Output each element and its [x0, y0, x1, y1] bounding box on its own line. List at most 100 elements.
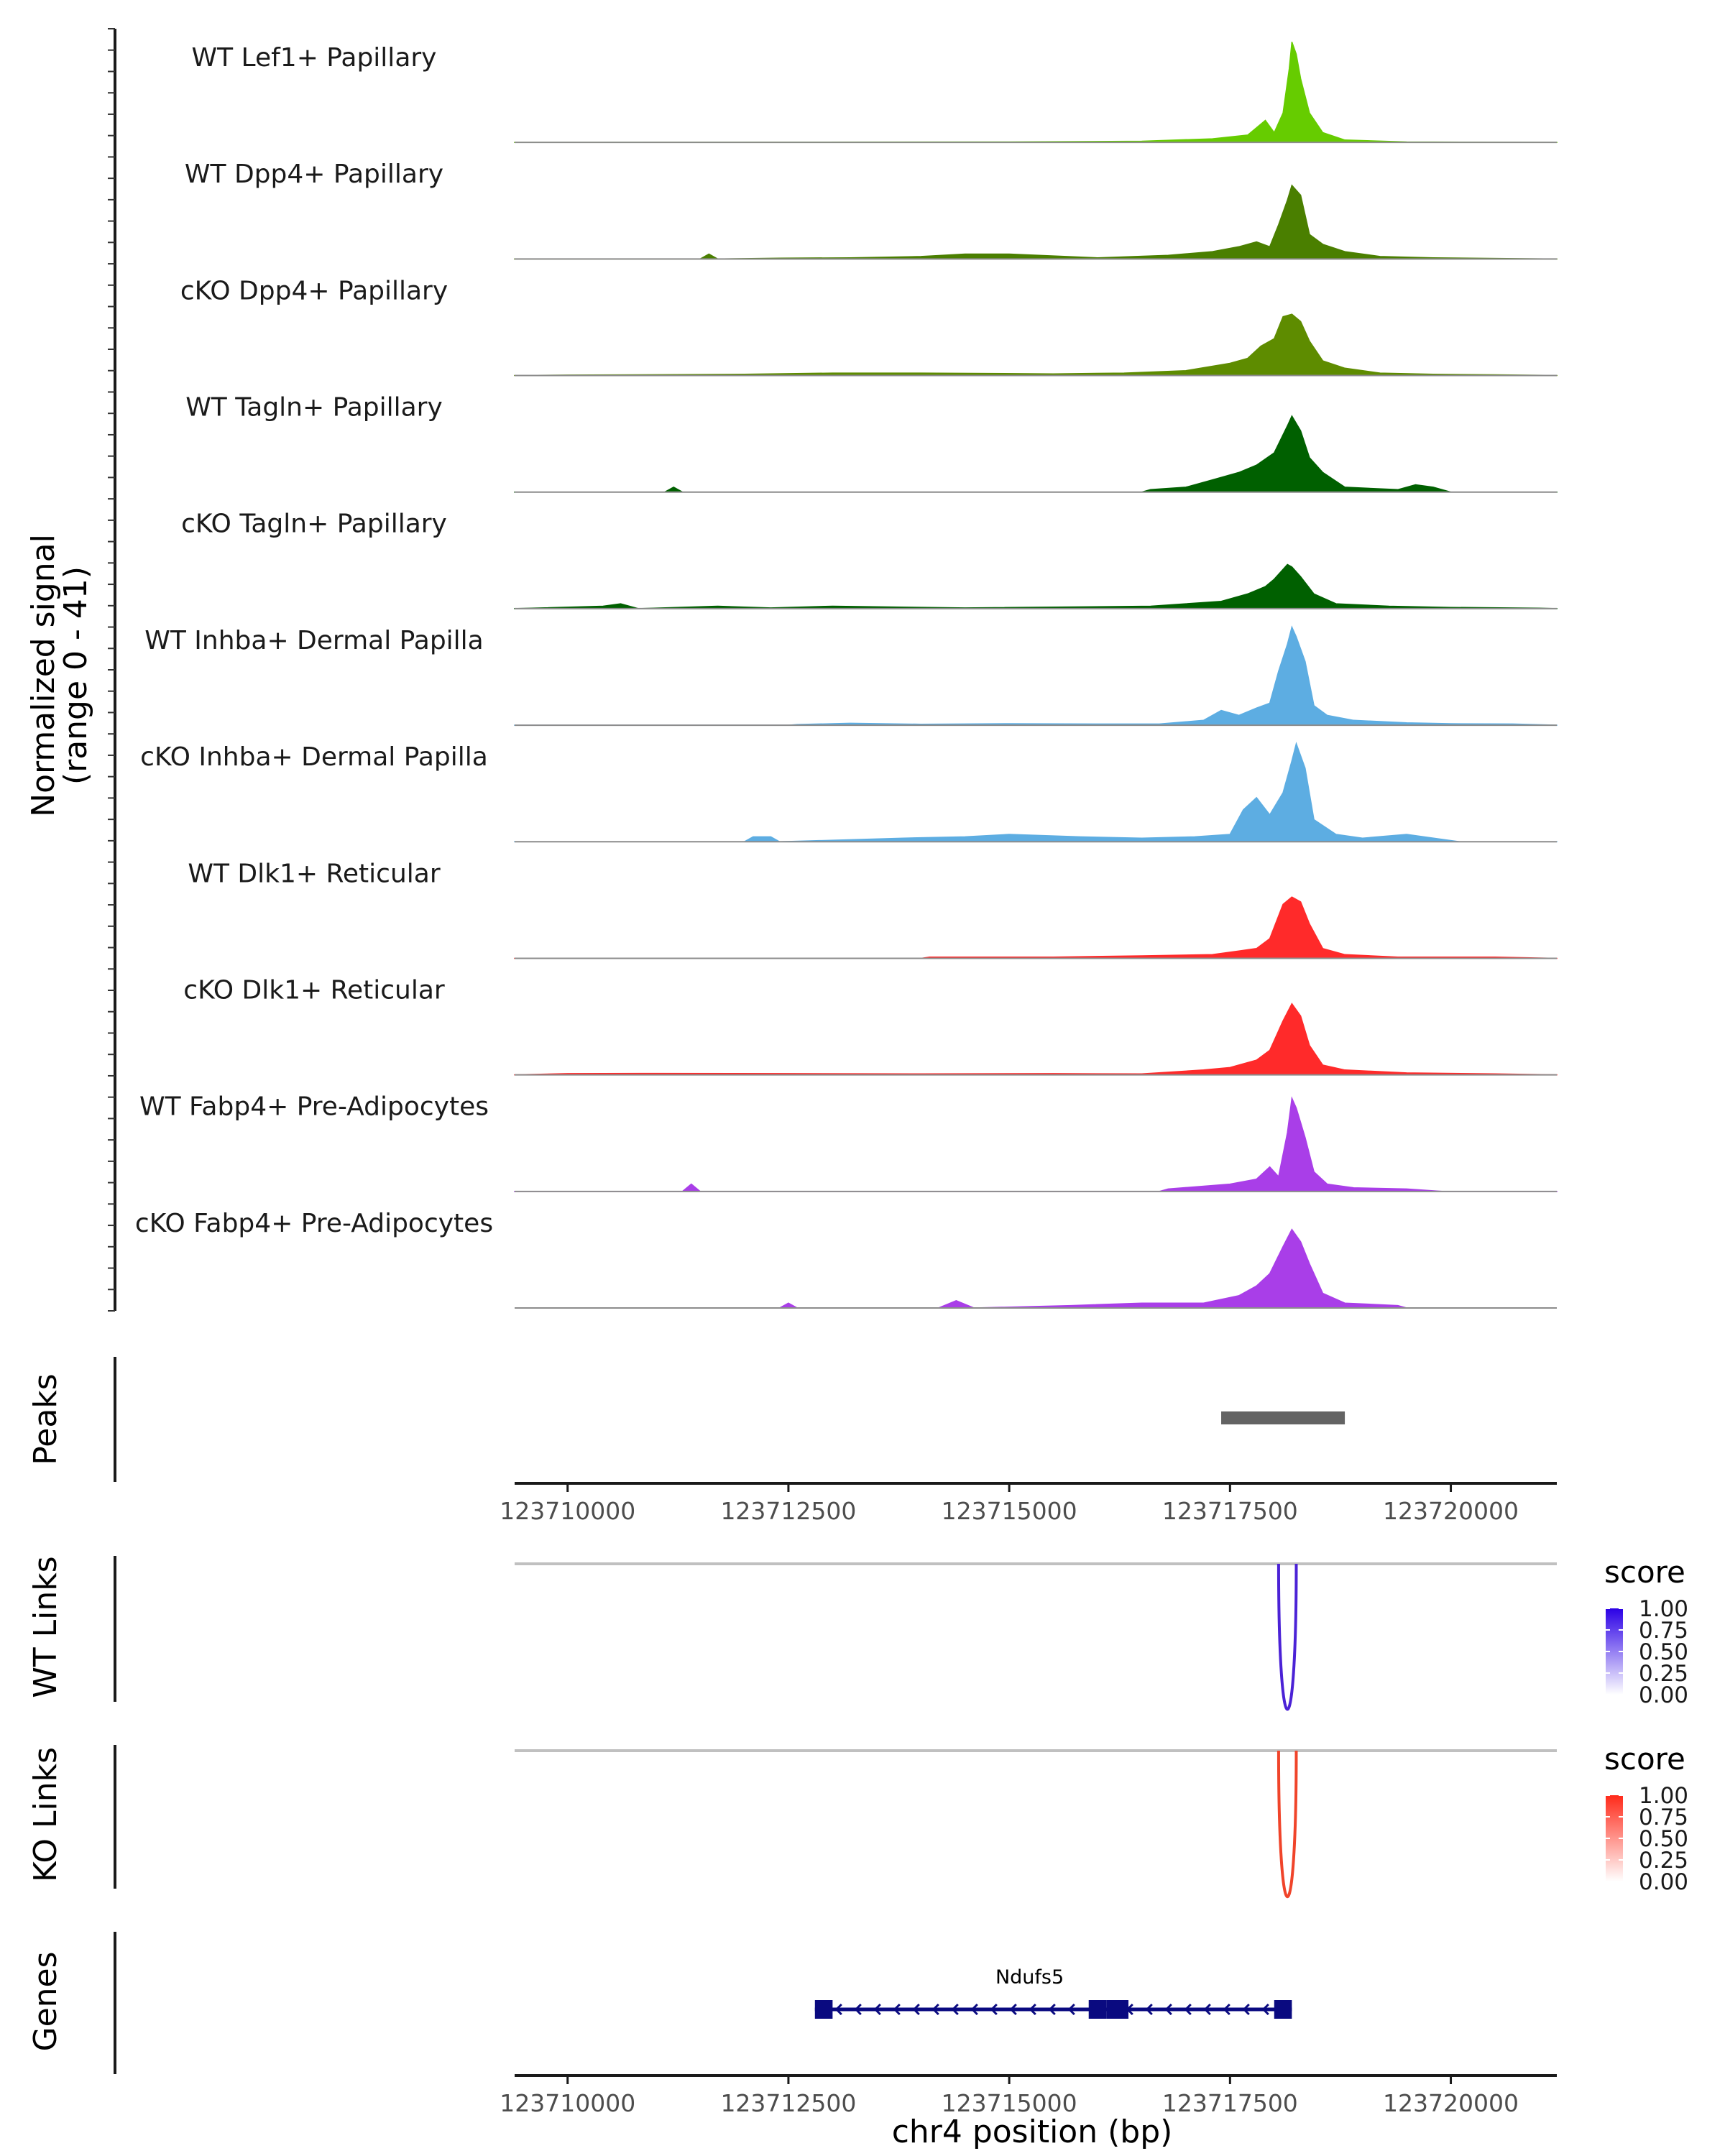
strand-chevron [912, 2003, 920, 2016]
strand-chevron [1029, 2003, 1036, 2016]
x-tick-label: 123720000 [1383, 1497, 1519, 1525]
x-tick-label: 123717500 [1162, 2089, 1298, 2117]
coverage-track: WT Inhba+ Dermal Papilla [144, 625, 1558, 727]
legend-tick-label: 0.75 [1639, 1618, 1688, 1644]
strand-chevron [873, 2003, 881, 2016]
coverage-area [514, 1003, 1558, 1076]
strand-chevron [1067, 2003, 1075, 2016]
strand-chevron [1184, 2003, 1192, 2016]
position-axis-top: 123710000 123712500 123715000 123717500 1237… [500, 1482, 1557, 1525]
legend-tick-label: 0.50 [1639, 1826, 1688, 1852]
coverage-track: cKO Dlk1+ Reticular [183, 975, 1558, 1076]
gene-exon [814, 2000, 833, 2019]
coverage-area [514, 742, 1558, 843]
strand-chevron [1048, 2003, 1056, 2016]
coverage-track: WT Dlk1+ Reticular [188, 859, 1558, 959]
peak-region [1221, 1411, 1346, 1424]
coverage-area [514, 563, 1558, 609]
x-tick-label: 123715000 [942, 2089, 1077, 2117]
legend-tick-label: 0.00 [1639, 1682, 1688, 1708]
coverage-track-label: cKO Dlk1+ Reticular [183, 975, 445, 1005]
strand-chevron [932, 2003, 939, 2016]
links-track: score 1.000.750.500.250.00 [114, 1554, 1688, 1711]
strand-chevron [990, 2003, 998, 2016]
coverage-track-label: WT Tagln+ Papillary [185, 393, 443, 423]
x-tick-label: 123712500 [720, 2089, 856, 2117]
legend-title: score [1604, 1554, 1685, 1590]
links-track: score 1.000.750.500.250.00 [114, 1741, 1688, 1899]
coverage-track: cKO Dpp4+ Papillary [180, 276, 1558, 377]
x-axis-title: chr4 position (bp) [892, 2114, 1173, 2150]
gene-model: Ndufs5 [814, 1966, 1292, 2019]
links-panel: score1.000.750.500.250.00score1.000.750.… [114, 1554, 1688, 1899]
coverage-track: cKO Fabp4+ Pre-Adipocytes [135, 1209, 1557, 1309]
strand-chevron [1009, 2003, 1017, 2016]
coverage-track-label: cKO Inhba+ Dermal Papilla [140, 742, 488, 772]
legend-tick-label: 0.25 [1639, 1661, 1688, 1687]
coverage-ylabel-line2: (range 0 - 41) [58, 566, 94, 785]
coverage-track-label: WT Inhba+ Dermal Papilla [144, 626, 483, 655]
coverage-track: WT Fabp4+ Pre-Adipocytes [139, 1092, 1558, 1192]
strand-chevron [1242, 2003, 1250, 2016]
strand-chevron [854, 2003, 862, 2016]
coverage-ylabel-line1: Normalized signal [25, 534, 62, 817]
coverage-area [514, 41, 1558, 143]
coverage-track: cKO Inhba+ Dermal Papilla [140, 742, 1558, 843]
x-tick-label: 123710000 [500, 1497, 635, 1525]
strand-chevron [834, 2003, 842, 2016]
legend-tick-label: 1.00 [1639, 1783, 1688, 1809]
x-tick-label: 123710000 [500, 2089, 635, 2117]
coverage-area [514, 896, 1558, 959]
x-tick-label: 123712500 [720, 1497, 856, 1525]
coverage-track-label: WT Dpp4+ Papillary [185, 160, 443, 189]
strand-chevron [970, 2003, 978, 2016]
legend-title: score [1604, 1741, 1685, 1777]
legend-tick-label: 0.00 [1639, 1869, 1688, 1895]
gene-exon [1106, 2000, 1129, 2019]
strand-chevron [951, 2003, 959, 2016]
strand-chevron [893, 2003, 901, 2016]
coverage-track-label: cKO Tagln+ Papillary [181, 510, 447, 539]
coverage-track-label: WT Fabp4+ Pre-Adipocytes [139, 1092, 489, 1122]
position-axis-bottom: 123710000 123712500 123715000 123717500 1237… [500, 2074, 1557, 2117]
coverage-track: WT Tagln+ Papillary [185, 393, 1558, 493]
coverage-area [514, 1096, 1558, 1192]
strand-chevron [1145, 2003, 1153, 2016]
x-tick-label: 123715000 [942, 1497, 1077, 1525]
coverage-track-label: WT Lef1+ Papillary [192, 43, 437, 73]
coverage-track-label: cKO Dpp4+ Papillary [180, 276, 448, 305]
coverage-track: cKO Tagln+ Papillary [181, 510, 1558, 609]
legend-tick-label: 0.50 [1639, 1639, 1688, 1665]
x-tick-label: 123717500 [1162, 1497, 1298, 1525]
coverage-area [515, 1228, 1557, 1309]
coverage-panel: WT Lef1+ Papillary WT Dpp4+ Papillary cKO … [108, 28, 1558, 1312]
strand-chevron [1261, 2003, 1269, 2016]
coverage-track: WT Lef1+ Papillary [192, 41, 1558, 144]
legend-tick-label: 0.25 [1639, 1848, 1688, 1874]
coverage-track-label: cKO Fabp4+ Pre-Adipocytes [135, 1209, 493, 1238]
legend-tick-label: 0.75 [1639, 1805, 1688, 1830]
strand-chevron [1164, 2003, 1172, 2016]
coverage-track: WT Dpp4+ Papillary [185, 160, 1558, 260]
links-score-legend: score 1.000.750.500.250.00 [1604, 1741, 1688, 1895]
peaks-panel [114, 1357, 1346, 1482]
strand-chevron [1203, 2003, 1211, 2016]
links-score-legend: score 1.000.750.500.250.00 [1604, 1554, 1688, 1708]
gene-exon [1088, 2000, 1107, 2019]
coverage-track-label: WT Dlk1+ Reticular [188, 859, 440, 888]
strand-chevron [1223, 2003, 1230, 2016]
peaks-track-label: Peaks [27, 1373, 64, 1465]
genes-track-label: Genes [27, 1951, 64, 2051]
coverage-area [514, 625, 1558, 726]
legend-tick-label: 1.00 [1639, 1596, 1688, 1622]
coverage-area [514, 313, 1558, 377]
gene-exon [1274, 2000, 1292, 2019]
coverage-area [514, 184, 1558, 260]
x-tick-label: 123720000 [1383, 2089, 1519, 2117]
link-arc [1276, 1750, 1298, 1899]
wt-links-track-label: WT Links [27, 1556, 64, 1697]
link-arc [1276, 1563, 1298, 1711]
ko-links-track-label: KO Links [27, 1747, 64, 1882]
gene-name-label: Ndufs5 [995, 1966, 1064, 1989]
